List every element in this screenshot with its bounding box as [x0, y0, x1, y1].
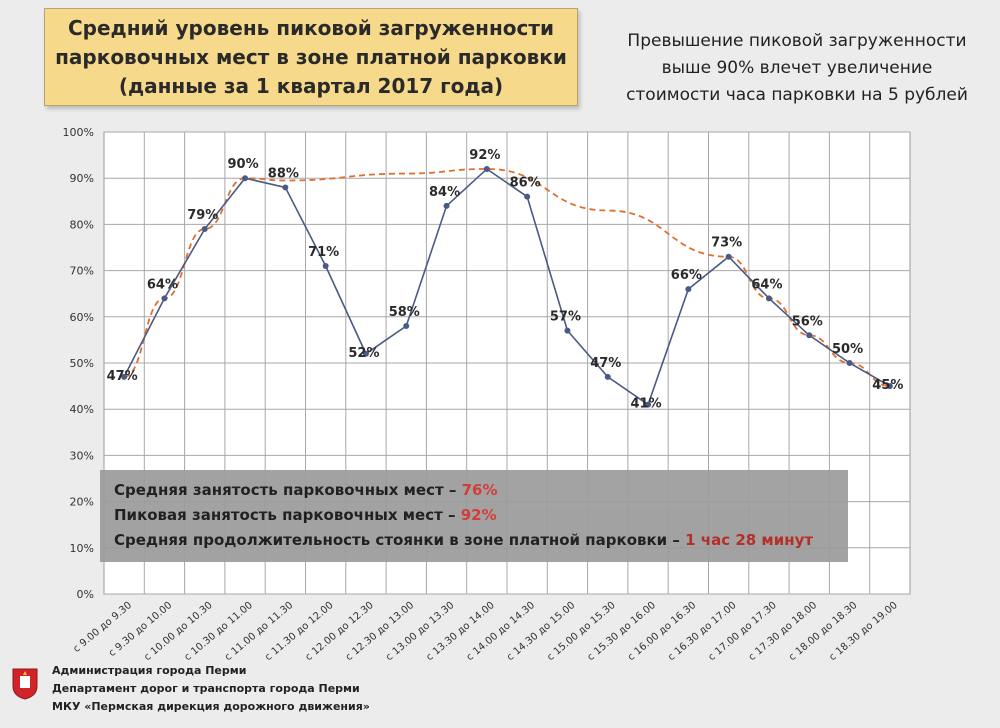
- data-label: 73%: [711, 236, 742, 251]
- title-line: парковочных мест в зоне платной парковки: [55, 44, 567, 69]
- data-label: 66%: [671, 268, 702, 283]
- series-line: [123, 167, 891, 406]
- x-tick-label: с 13.00 до 13.30: [384, 600, 456, 663]
- data-point: [403, 323, 410, 330]
- stat-value: 76%: [461, 481, 498, 499]
- data-label: 52%: [348, 346, 379, 361]
- data-label: 57%: [550, 310, 581, 325]
- data-label: 88%: [268, 166, 299, 181]
- data-point: [725, 253, 732, 260]
- data-point: [524, 193, 531, 200]
- data-label: 50%: [832, 342, 863, 357]
- x-tick-label: с 16.00 до 16.30: [626, 600, 698, 663]
- data-label: 56%: [792, 314, 823, 329]
- stat-average: Средняя занятость парковочных мест – 76%: [114, 478, 834, 503]
- x-tick-label: с 14.00 до 14.30: [465, 600, 537, 663]
- x-tick-label: с 11.30 до 12.00: [263, 600, 335, 663]
- data-point: [806, 332, 813, 339]
- x-tick-label: с 10.00 до 10.30: [142, 600, 214, 663]
- y-tick-label: 50%: [70, 357, 94, 370]
- data-point: [483, 165, 490, 172]
- data-label: 84%: [429, 185, 460, 200]
- x-tick-label: с 15.00 до 15.30: [545, 600, 617, 663]
- data-point: [564, 327, 571, 334]
- data-point: [645, 401, 652, 408]
- y-tick-label: 90%: [70, 172, 94, 185]
- coat-of-arms-icon: [12, 668, 38, 700]
- stat-label: Пиковая занятость парковочных мест –: [114, 506, 461, 524]
- footer-line: МКУ «Пермская дирекция дорожного движени…: [52, 700, 370, 713]
- note-line: выше 90% влечет увеличение: [661, 58, 933, 78]
- data-point: [121, 373, 128, 380]
- data-label: 90%: [227, 157, 258, 172]
- data-point: [846, 360, 853, 366]
- x-tick-label: с 17.30 до 18.00: [747, 600, 819, 663]
- x-tick-label: с 17.00 до 17.30: [706, 600, 778, 663]
- stat-value: 92%: [460, 506, 497, 524]
- footer-line: Департамент дорог и транспорта города Пе…: [52, 682, 360, 695]
- y-tick-label: 0%: [77, 588, 94, 601]
- footer: Администрация города Перми Департамент д…: [12, 664, 432, 724]
- data-point: [322, 262, 329, 269]
- data-label: 41%: [630, 397, 661, 412]
- y-tick-label: 20%: [70, 496, 94, 509]
- data-point: [443, 202, 450, 209]
- y-axis: 0% 10% 20% 30% 40% 50% 60% 70% 80% 90% 100%: [63, 126, 94, 601]
- x-tick-label: с 14.30 до 15.00: [505, 600, 577, 663]
- y-tick-label: 40%: [70, 403, 94, 416]
- x-tick-label: с 11.00 до 11.30: [223, 600, 295, 663]
- data-point: [765, 295, 772, 302]
- data-label: 86%: [510, 176, 541, 191]
- y-tick-label: 30%: [70, 449, 94, 462]
- x-tick-label: с 18.30 до 19.00: [827, 600, 899, 663]
- title-line: (данные за 1 квартал 2017 года): [118, 73, 504, 98]
- stat-label: Средняя продолжительность стоянки в зоне…: [114, 531, 686, 549]
- data-label: 64%: [147, 277, 178, 292]
- data-label: 64%: [751, 277, 782, 292]
- data-label: 92%: [469, 148, 500, 163]
- data-point: [161, 295, 168, 302]
- data-point: [282, 184, 289, 191]
- note-line: Превышение пиковой загруженности: [627, 31, 967, 51]
- y-tick-label: 100%: [63, 126, 94, 139]
- x-axis: с 9.00 до 9.30с 9.30 до 10.00с 10.00 до …: [71, 600, 899, 663]
- y-tick-label: 70%: [70, 265, 94, 278]
- data-label: 47%: [590, 356, 621, 371]
- x-tick-label: с 12.00 до 12.30: [303, 600, 375, 663]
- data-points: [121, 165, 893, 408]
- stat-value: 1 час 28 минут: [685, 531, 814, 549]
- x-tick-label: с 10.30 до 11.00: [183, 600, 255, 663]
- x-tick-label: с 16.30 до 17.00: [666, 600, 738, 663]
- data-point: [201, 226, 208, 233]
- y-tick-label: 60%: [70, 311, 94, 324]
- data-point: [886, 383, 893, 390]
- stat-duration: Средняя продолжительность стоянки в зоне…: [114, 528, 834, 553]
- data-point: [604, 373, 611, 380]
- stats-box: Средняя занятость парковочных мест – 76%…: [100, 470, 848, 562]
- data-point: [242, 175, 249, 182]
- x-tick-label: с 13.30 до 14.00: [424, 600, 496, 663]
- stat-label: Средняя занятость парковочных мест –: [114, 481, 462, 499]
- data-label: 47%: [107, 369, 138, 384]
- note-text: Превышение пиковой загруженности выше 90…: [612, 28, 982, 109]
- data-label: 45%: [872, 378, 903, 393]
- data-point: [685, 286, 692, 293]
- x-tick-label: с 15.30 до 16.00: [586, 600, 658, 663]
- y-tick-label: 80%: [70, 218, 94, 231]
- data-labels: 47% 64% 79% 90% 88% 71% 52% 58% 84% 92% 86% 57% 47% 4…: [107, 148, 904, 412]
- data-label: 79%: [187, 208, 218, 223]
- note-line: стоимости часа парковки на 5 рублей: [626, 85, 968, 105]
- stat-peak: Пиковая занятость парковочных мест – 92%: [114, 503, 834, 528]
- y-tick-label: 10%: [70, 542, 94, 555]
- grid: [104, 131, 910, 595]
- chart-title: Средний уровень пиковой загруженности па…: [44, 8, 578, 106]
- data-label: 58%: [389, 305, 420, 320]
- data-label: 71%: [308, 245, 339, 260]
- title-line: Средний уровень пиковой загруженности: [67, 15, 554, 40]
- x-tick-label: с 18.00 до 18.30: [787, 600, 859, 663]
- data-point: [362, 350, 369, 357]
- x-tick-label: с 12.30 до 13.00: [344, 600, 416, 663]
- footer-line: Администрация города Перми: [52, 664, 247, 677]
